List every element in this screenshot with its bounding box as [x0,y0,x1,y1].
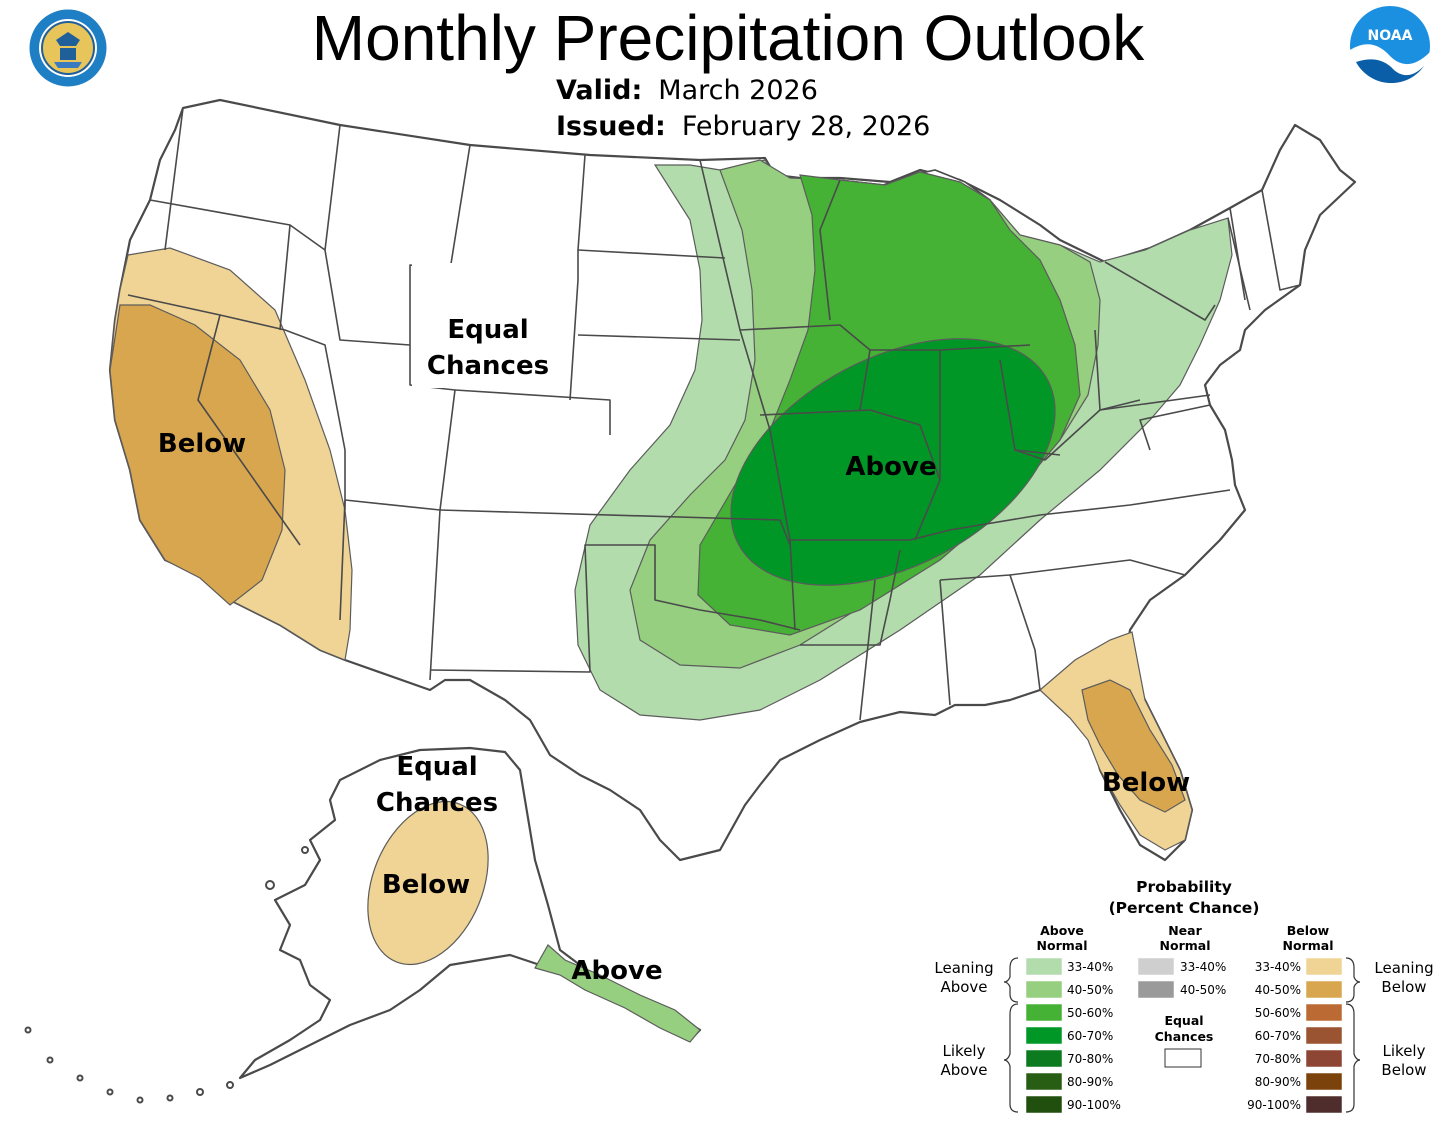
legend-below-label-6: 80-90% [1255,1075,1301,1089]
alaska-above-label: Above [571,956,662,986]
legend-above-label-1: 33-40% [1067,960,1113,974]
legend-below-swatch-5 [1305,1049,1343,1068]
legend-above-swatch-4 [1025,1026,1063,1045]
alaska-above-zone [534,944,701,1043]
florida-below-zone [1039,631,1193,851]
leaning-below-bracket [1345,957,1361,1003]
likely-below-line2: Below [1381,1061,1426,1079]
legend-above-swatch-5 [1025,1049,1063,1068]
legend-above-head-line1: Above [1040,923,1084,938]
legend-below-label-1: 33-40% [1255,960,1301,974]
alaska-equal-label-line1: Equal [396,752,477,782]
valid-value: March 2026 [658,75,818,106]
legend-below-swatch-7 [1305,1095,1343,1114]
conus-equal-label-line1: Equal [447,315,528,345]
leaning-above-bracket [1003,957,1019,1003]
issued-label: Issued: [556,111,666,142]
legend-near-head-line2: Normal [1160,938,1211,953]
florida-below-40-50 [1081,679,1186,813]
legend-above-label-5: 70-80% [1067,1052,1113,1066]
legend-above-swatches: 33-40% 40-50% 50-60% 60-70% 70-80% 80-90% 90-1… [1025,957,1121,1114]
legend-above-label-4: 60-70% [1067,1029,1113,1043]
legend-below-label-2: 40-50% [1255,983,1301,997]
legend-below-label-7: 90-100% [1247,1098,1301,1112]
alaska-map [24,746,702,1104]
legend-below-label-4: 60-70% [1255,1029,1301,1043]
alaska-below-zone [367,800,489,966]
alaska-equal-label-line2: Chances [376,788,498,818]
legend-above-swatch-1 [1025,957,1063,976]
legend-above-label-6: 80-90% [1067,1075,1113,1089]
legend-near-label-1: 33-40% [1180,960,1226,974]
central-above-zone [574,159,1233,721]
legend-below-label-3: 50-60% [1255,1006,1301,1020]
conus-equal-chances-box [412,263,568,388]
likely-below-bracket [1345,1003,1361,1113]
legend-above-label-7: 90-100% [1067,1098,1121,1112]
legend-near-swatches: 33-40% 40-50% [1137,957,1226,999]
aleutian-islands [24,846,309,1104]
valid-line: Valid: March 2026 [556,74,818,108]
legend-above-label-3: 50-60% [1067,1006,1113,1020]
page-title: Monthly Precipitation Outlook [311,2,1145,74]
alaska-below-label: Below [382,870,470,900]
legend-below-label-5: 70-80% [1255,1052,1301,1066]
likely-above-bracket [1003,1003,1019,1113]
west-below-40-50 [109,304,286,606]
florida-below-label: Below [1102,768,1190,798]
legend-near-swatch-1 [1137,957,1175,976]
legend-equal-line2: Chances [1155,1029,1214,1044]
issued-value: February 28, 2026 [681,111,931,142]
leaning-below-line1: Leaning [1374,959,1433,977]
leaning-below-line2: Below [1381,978,1426,996]
legend-near-label-2: 40-50% [1180,983,1226,997]
valid-label: Valid: [556,75,643,106]
legend-above-swatch-6 [1025,1072,1063,1091]
issued-line: Issued: February 28, 2026 [556,110,930,144]
legend-above-swatch-3 [1025,1003,1063,1022]
legend-below-swatches: 33-40% 40-50% 50-60% 60-70% 70-80% 80-90% 90-1… [1247,957,1343,1114]
noaa-logo-text: NOAA [1368,28,1413,44]
legend-title-line1: Probability [1136,878,1232,896]
probability-legend: Probability (Percent Chance) Above Norma… [934,878,1434,1114]
likely-below-line1: Likely [1383,1042,1426,1060]
legend-below-head-line1: Below [1287,923,1330,938]
legend-title-line2: (Percent Chance) [1109,899,1260,917]
likely-above-line1: Likely [943,1042,986,1060]
west-below-label: Below [158,429,246,459]
legend-near-swatch-2 [1137,980,1175,999]
noaa-logo-icon: NOAA [1349,6,1430,91]
legend-below-swatch-2 [1305,980,1343,999]
legend-near-head-line1: Near [1168,923,1202,938]
legend-above-swatch-7 [1025,1095,1063,1114]
leaning-above-line2: Above [940,978,987,996]
west-below-zone [109,247,353,661]
legend-equal-line1: Equal [1164,1013,1203,1028]
central-above-label: Above [845,452,936,482]
doc-seal-icon [26,6,110,90]
legend-below-swatch-6 [1305,1072,1343,1091]
state-borders [127,107,1301,721]
conus-equal-label-line2: Chances [427,351,549,381]
likely-above-line2: Above [940,1061,987,1079]
leaning-above-line1: Leaning [934,959,993,977]
legend-below-swatch-1 [1305,957,1343,976]
above-60-70 [730,338,1056,586]
legend-above-swatch-2 [1025,980,1063,999]
legend-above-head-line2: Normal [1037,938,1088,953]
legend-above-label-2: 40-50% [1067,983,1113,997]
legend-below-swatch-4 [1305,1026,1343,1045]
legend-below-head-line2: Normal [1283,938,1334,953]
legend-equal-swatch [1164,1048,1202,1068]
legend-below-swatch-3 [1305,1003,1343,1022]
